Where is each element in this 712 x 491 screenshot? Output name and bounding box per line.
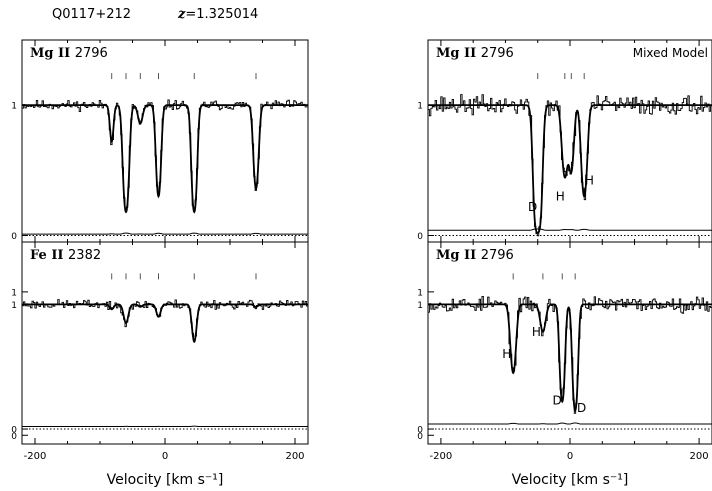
spectrum-area bbox=[22, 99, 308, 235]
ion-label: Fe II 2382 bbox=[30, 248, 101, 263]
y-tick-label: 1 bbox=[417, 288, 423, 298]
x-axis-label: Velocity [km s⁻¹] bbox=[512, 472, 629, 488]
ion-element: Mg bbox=[436, 46, 464, 61]
y-tick-label: 0 bbox=[11, 426, 17, 436]
x-axis-label: Velocity [km s⁻¹] bbox=[107, 472, 224, 488]
ion-wavelength: 2382 bbox=[68, 248, 101, 263]
x-tick-label: 200 bbox=[690, 451, 709, 462]
component-label: H bbox=[585, 174, 594, 188]
ion-element: Mg bbox=[436, 248, 464, 263]
ion-stage: II bbox=[464, 46, 481, 61]
component-label: D bbox=[577, 401, 586, 415]
component-label: H bbox=[532, 325, 541, 339]
data-spectrum bbox=[428, 94, 712, 237]
x-tick-label: 0 bbox=[567, 451, 573, 462]
ion-wavelength: 2796 bbox=[481, 248, 514, 263]
spectrum-area bbox=[428, 296, 712, 425]
y-tick-label: 1 bbox=[417, 102, 423, 112]
y-tick-label: 1 bbox=[417, 301, 423, 311]
y-tick-label: 0 bbox=[417, 432, 423, 442]
spectrum-area bbox=[428, 94, 712, 237]
ion-element: Mg bbox=[30, 46, 58, 61]
model-fit bbox=[428, 303, 712, 412]
y-tick-label: 0 bbox=[11, 232, 17, 242]
ion-element: Fe bbox=[30, 248, 51, 263]
redshift-label: z=1.325014 bbox=[178, 7, 258, 22]
x-tick-label: -200 bbox=[24, 451, 47, 462]
ion-wavelength: 2796 bbox=[75, 46, 108, 61]
spectrum-area bbox=[22, 299, 308, 428]
redshift-value: =1.325014 bbox=[185, 7, 259, 22]
error-spectrum bbox=[428, 228, 712, 231]
model-fit bbox=[428, 104, 712, 234]
ion-stage: II bbox=[464, 248, 481, 263]
panel-top-right: 0 1 Mg II 2796 Mixed Model D H H bbox=[417, 39, 712, 243]
ion-label: Mg II 2796 bbox=[30, 46, 108, 61]
error-spectrum bbox=[428, 422, 712, 425]
y-tick-label: 0 bbox=[417, 426, 423, 436]
x-tick-label: -200 bbox=[430, 451, 453, 462]
y-tick-label: 1 bbox=[11, 301, 17, 311]
component-label: H bbox=[556, 189, 565, 203]
panel-frame bbox=[21, 39, 309, 243]
y-tick-label: 1 bbox=[11, 288, 17, 298]
model-fit bbox=[22, 104, 308, 214]
ion-stage: II bbox=[51, 248, 68, 263]
y-tick-label: 0 bbox=[11, 432, 17, 442]
ion-wavelength: 2796 bbox=[481, 46, 514, 61]
model-annotation: Mixed Model bbox=[633, 46, 708, 60]
ion-label: Mg II 2796 bbox=[436, 248, 514, 263]
data-spectrum bbox=[22, 299, 308, 342]
panel-top-left: 0 1 Mg II 2796 bbox=[11, 39, 309, 243]
panel-frame bbox=[427, 241, 712, 445]
component-label: D bbox=[552, 393, 561, 407]
qso-name: Q0117+212 bbox=[52, 7, 132, 22]
component-label: H bbox=[502, 347, 511, 361]
y-tick-label: 1 bbox=[11, 102, 17, 112]
ion-label: Mg II 2796 bbox=[436, 46, 514, 61]
panel-frame bbox=[427, 39, 712, 243]
ion-stage: II bbox=[58, 46, 75, 61]
model-fit bbox=[22, 303, 308, 344]
panel-frame bbox=[21, 241, 309, 445]
error-spectrum bbox=[22, 232, 308, 235]
y-tick-label: 0 bbox=[417, 232, 423, 242]
data-spectrum bbox=[22, 99, 308, 210]
x-tick-label: 0 bbox=[162, 451, 168, 462]
x-tick-label: 200 bbox=[285, 451, 304, 462]
component-label: D bbox=[528, 200, 537, 214]
redshift-symbol: z bbox=[178, 7, 186, 22]
